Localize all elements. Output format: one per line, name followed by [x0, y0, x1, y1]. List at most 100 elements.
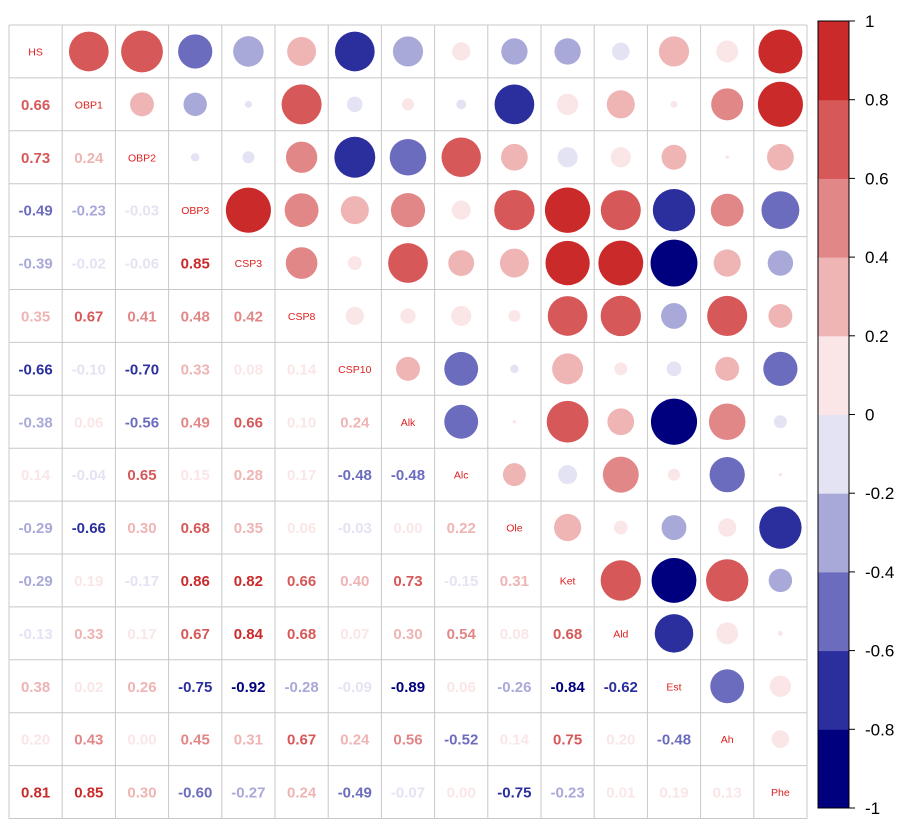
- correlation-circle: [759, 506, 802, 549]
- correlation-value-label: 0.19: [74, 573, 103, 590]
- correlation-value-label: 0.24: [340, 732, 370, 749]
- correlation-circle: [544, 187, 591, 233]
- colorbar-tick-label: 0.4: [865, 248, 889, 267]
- colorbar-segment: [818, 571, 849, 652]
- correlation-value-label: 0.14: [21, 467, 51, 484]
- correlation-value-label: 0.06: [74, 414, 103, 431]
- correlation-circle: [600, 295, 641, 337]
- correlation-value-label: -0.17: [125, 573, 159, 590]
- correlation-value-label: 0.56: [393, 732, 422, 749]
- correlation-circle: [392, 36, 424, 67]
- correlation-circle: [652, 188, 696, 232]
- correlation-value-label: 0.35: [21, 308, 50, 325]
- colorbar-segment: [818, 414, 849, 494]
- correlation-circle: [347, 96, 363, 113]
- diagonal-label: Ald: [613, 628, 628, 640]
- correlation-circle: [716, 622, 739, 645]
- correlation-circle: [661, 515, 687, 541]
- diagonal-label: Alc: [454, 470, 469, 482]
- correlation-value-label: -0.75: [178, 679, 212, 696]
- correlation-circle: [553, 513, 582, 542]
- correlation-value-label: 0.20: [21, 732, 50, 749]
- correlation-circle: [598, 240, 644, 286]
- correlation-circle: [284, 193, 319, 228]
- diagonal-label: HS: [28, 46, 43, 58]
- correlation-circle: [130, 92, 154, 117]
- correlation-circle: [758, 29, 803, 74]
- correlation-value-label: -0.66: [72, 520, 106, 537]
- correlation-value-label: -0.48: [338, 467, 372, 484]
- diagonal-label: Ket: [560, 575, 576, 587]
- correlation-circle: [606, 90, 635, 119]
- correlation-value-label: 0.06: [287, 520, 316, 537]
- correlation-circle: [718, 518, 737, 537]
- correlation-circle: [650, 398, 698, 445]
- correlation-circle: [546, 400, 589, 443]
- correlation-value-label: -0.66: [18, 361, 52, 378]
- colorbar-tick-label: -0.6: [865, 642, 894, 661]
- correlation-circle: [183, 92, 207, 117]
- grid: [8, 24, 808, 819]
- correlation-value-label: 0.31: [234, 732, 263, 749]
- correlation-circle: [501, 38, 528, 65]
- correlation-value-label: -0.13: [18, 626, 52, 643]
- correlation-circle: [178, 34, 213, 69]
- correlation-value-label: 0.45: [181, 732, 210, 749]
- correlation-circle: [390, 193, 426, 228]
- correlation-value-label: 0.48: [181, 308, 210, 325]
- correlation-circle: [558, 465, 578, 485]
- correlation-value-label: 0.17: [287, 467, 316, 484]
- correlation-circle: [225, 187, 271, 233]
- correlation-value-label: -0.03: [125, 203, 159, 220]
- correlation-value-label: -0.92: [231, 679, 265, 696]
- correlation-value-label: 0.31: [500, 573, 529, 590]
- colorbar-tick-label: -0.2: [865, 484, 894, 503]
- correlation-value-label: -0.56: [125, 414, 159, 431]
- correlation-circle: [661, 303, 687, 329]
- correlation-value-label: 0.86: [181, 573, 210, 590]
- correlation-value-label: -0.48: [657, 732, 691, 749]
- colorbar-tick-label: -1: [865, 799, 880, 818]
- correlation-value-label: -0.29: [18, 520, 52, 537]
- correlation-value-label: 0.15: [181, 467, 210, 484]
- correlation-circle: [285, 247, 318, 279]
- correlation-circle: [121, 30, 163, 73]
- correlation-value-label: -0.23: [72, 203, 106, 220]
- correlation-circle: [347, 256, 362, 270]
- correlation-value-label: 0.68: [287, 626, 316, 643]
- diagonal-label: CSP3: [235, 258, 263, 270]
- correlation-value-label: -0.09: [338, 679, 372, 696]
- correlation-circle: [611, 42, 630, 61]
- correlation-circle: [345, 306, 364, 326]
- diagonal-label: Alk: [401, 417, 416, 429]
- correlation-circle: [670, 100, 678, 108]
- correlation-value-label: 0.17: [127, 626, 156, 643]
- colorbar-tick-label: -0.8: [865, 720, 894, 739]
- correlation-circle: [451, 200, 471, 220]
- correlation-circle: [452, 42, 471, 61]
- correlation-value-label: 0.82: [234, 573, 263, 590]
- correlation-value-label: 0.73: [393, 573, 422, 590]
- colorbar-tick-label: 0.8: [865, 91, 889, 110]
- correlation-value-label: -0.60: [178, 785, 212, 802]
- correlation-value-label: -0.29: [18, 573, 52, 590]
- correlation-value-label: 0.85: [181, 256, 210, 273]
- correlation-circle: [777, 630, 783, 636]
- correlation-circle: [545, 240, 590, 286]
- correlation-value-label: 0.14: [500, 732, 530, 749]
- correlation-circle: [602, 456, 639, 493]
- colorbar-segment: [818, 493, 849, 573]
- correlation-circle: [557, 147, 578, 168]
- correlation-value-label: 0.49: [181, 414, 210, 431]
- correlation-circle: [715, 356, 740, 381]
- correlation-value-label: 0.33: [181, 361, 210, 378]
- correlation-circle: [668, 468, 680, 481]
- correlation-circle: [666, 361, 682, 377]
- diagonal-label: Ole: [506, 523, 523, 535]
- correlation-circle: [778, 472, 783, 477]
- correlation-circle: [710, 193, 744, 227]
- correlation-circle: [396, 356, 420, 381]
- diagonal-label: OBP1: [75, 99, 103, 111]
- correlation-value-label: 0.24: [74, 150, 104, 167]
